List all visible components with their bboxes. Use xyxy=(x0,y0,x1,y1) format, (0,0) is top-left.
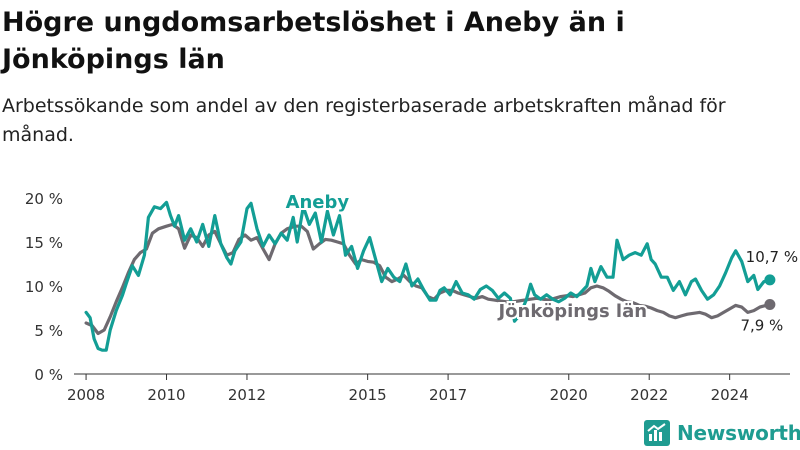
end-point-aneby xyxy=(764,274,776,286)
newsworthy-brand-text: Newsworthy xyxy=(677,421,800,445)
x-tick-label: 2022 xyxy=(630,386,668,404)
y-tick-label: 20 % xyxy=(25,190,63,208)
series-label-jonkopings-lan: Jönköpings län xyxy=(496,301,647,322)
chart-subtitle: Arbetssökande som andel av den registerb… xyxy=(2,95,726,146)
series-line-jonkopings-lan xyxy=(84,222,772,336)
x-tick-label: 2008 xyxy=(67,386,105,404)
x-tick-label: 2015 xyxy=(349,386,387,404)
y-tick-label: 10 % xyxy=(25,278,63,296)
x-tick-label: 2020 xyxy=(550,386,588,404)
end-value-label-aneby: 10,7 % xyxy=(746,248,798,266)
chart-title: Högre ungdomsarbetslöshet i Aneby än i J… xyxy=(2,7,625,75)
x-tick-label: 2017 xyxy=(429,386,467,404)
y-tick-label: 15 % xyxy=(25,234,63,252)
x-tick-label: 2024 xyxy=(711,386,749,404)
y-tick-label: 0 % xyxy=(34,366,63,384)
series-label-aneby: Aneby xyxy=(286,192,350,213)
series-line-aneby xyxy=(84,200,772,352)
newsworthy-logo: Newsworthy xyxy=(644,419,800,447)
y-tick-label: 5 % xyxy=(34,322,63,340)
newsworthy-logo-icon xyxy=(644,420,670,446)
x-tick-label: 2012 xyxy=(228,386,266,404)
x-tick-label: 2010 xyxy=(147,386,185,404)
end-value-label-jonkopings-lan: 7,9 % xyxy=(740,316,783,334)
end-point-jonkopings-lan xyxy=(764,298,776,310)
